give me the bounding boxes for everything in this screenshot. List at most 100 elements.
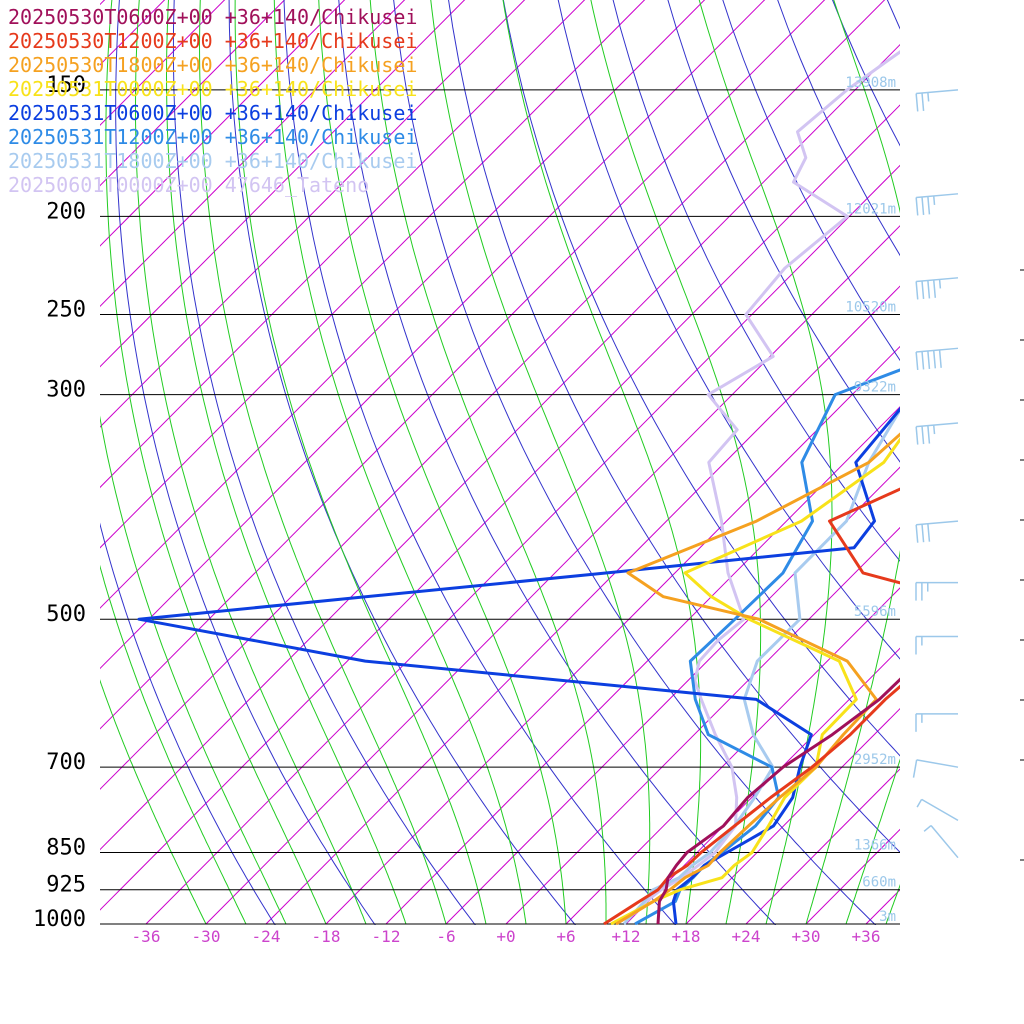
moist-adiabat-line: [698, 0, 833, 925]
wind-barb: [923, 824, 959, 859]
legend-entry: 20250531T0600Z+00 +36+140/Chikusei: [8, 101, 417, 125]
dry-adiabat-line: [100, 522, 276, 925]
wind-barb-flag: [915, 351, 919, 370]
series-line: [615, 50, 900, 925]
wind-barb-staff: [930, 825, 959, 859]
height-label: 3m: [879, 909, 896, 925]
sounding-profiles: [137, 50, 900, 925]
wind-barb: [915, 713, 958, 732]
pressure-labels: 1001502002503005007008509251000: [33, 73, 86, 932]
isotherm-line: [205, 225, 900, 925]
moist-adiabat-line: [885, 884, 900, 925]
isotherm-line: [986, 0, 1024, 924]
wind-barb-flag: [921, 92, 925, 112]
series-line: [622, 407, 900, 925]
height-labels: 16490m13908m12021m10520m9322m5596m2952m1…: [845, 75, 896, 925]
legend-entry: 20250601T0000Z+00 47646_Tateno: [8, 173, 369, 197]
wind-barb-flag: [938, 279, 942, 289]
legend-entry: 20250531T0000Z+00 +36+140/Chikusei: [8, 77, 417, 101]
series-line: [610, 437, 900, 925]
wind-barb-flag: [932, 425, 936, 435]
isotherm-line: [505, 526, 900, 925]
wind-barb-flag: [932, 279, 937, 298]
wind-barb-flag: [923, 824, 932, 832]
dry-adiabat-line: [896, 0, 1024, 946]
wind-barbs: [912, 89, 959, 859]
dry-adiabat-line: [935, 0, 1024, 946]
isotherm-line: [445, 466, 900, 925]
height-label: 9322m: [854, 380, 896, 396]
wind-barb: [915, 347, 959, 370]
height-label: 660m: [862, 875, 896, 891]
height-label: 10520m: [845, 299, 896, 315]
wind-barb-flag: [921, 280, 925, 299]
wind-barb-flag: [921, 524, 925, 543]
wind-barb-flag: [921, 196, 925, 215]
pressure-tick-label: 150: [46, 73, 86, 98]
isotherm-line: [625, 647, 900, 925]
wind-barb: [915, 635, 958, 655]
series-line: [615, 432, 900, 925]
wind-barb-flag: [912, 759, 918, 778]
wind-barb-flag: [932, 350, 937, 369]
wind-barb-staff: [916, 89, 959, 95]
pressure-tick-label: 850: [46, 836, 86, 861]
temperature-tick-label: -12: [372, 927, 401, 946]
pressure-tick-label: 300: [46, 378, 86, 403]
height-label: 1366m: [854, 838, 896, 854]
dry-adiabat-line: [886, 0, 900, 30]
wind-barb: [915, 422, 959, 445]
wind-barb-staff: [916, 422, 959, 428]
wind-barb-flag: [921, 426, 925, 445]
dry-adiabat-line: [975, 0, 1024, 946]
wind-barb: [912, 759, 959, 778]
wind-barb-flag: [921, 351, 925, 370]
series-line: [634, 368, 900, 925]
isotherm-line: [565, 587, 900, 925]
wind-barb-flag: [915, 93, 919, 112]
wind-barb-flag: [927, 350, 931, 369]
dry-adiabat-line: [667, 0, 900, 463]
dry-adiabat-line: [502, 0, 900, 757]
isotherm-line: [865, 889, 900, 925]
wind-barb-staff: [916, 520, 959, 526]
wind-barb-staff: [916, 193, 959, 199]
isotherm-line: [265, 285, 900, 925]
isotherm-line: [385, 406, 900, 925]
pressure-tick-label: 700: [46, 750, 86, 775]
wind-barb-flag: [927, 425, 931, 444]
series-line: [137, 406, 900, 925]
series-line: [603, 487, 900, 925]
dry-adiabat-line: [115, 0, 376, 925]
temperature-tick-label: +6: [556, 927, 575, 946]
dry-adiabat-line: [448, 0, 900, 853]
wind-barb-staff: [916, 759, 959, 768]
temperature-labels: -36 -30 -24 -18 -12 -6 +0 +6 +12 +18 +24 +30 +36: [132, 927, 881, 946]
wind-barb-flag: [932, 195, 936, 205]
temperature-tick-label: +0: [496, 927, 515, 946]
wind-barb-flag: [915, 281, 919, 300]
wind-barb-flag: [927, 92, 930, 102]
moist-adiabat-line: [805, 0, 900, 925]
temperature-tick-label: -30: [192, 927, 221, 946]
isobar-lines: [100, 89, 900, 925]
moist-adiabat-line: [590, 0, 762, 925]
wind-barb: [915, 581, 958, 601]
pressure-tick-label: 1000: [33, 907, 86, 932]
legend: 20250530T0600Z+00 +36+140/Chikusei202505…: [8, 5, 417, 197]
legend-entry: 20250531T1800Z+00 +36+140/Chikusei: [8, 149, 417, 173]
height-label: 13908m: [845, 75, 896, 91]
legend-entry: 20250530T1200Z+00 +36+140/Chikusei: [8, 29, 417, 53]
wind-barb: [916, 798, 959, 822]
temperature-tick-label: +30: [792, 927, 821, 946]
isotherm-line: [926, 0, 1024, 924]
moist-adiabat-line: [845, 758, 900, 925]
height-label: 12021m: [845, 201, 896, 217]
dry-adiabat-line: [612, 0, 900, 562]
wind-barb-flag: [915, 197, 919, 216]
isotherm-line: [325, 345, 900, 925]
height-label: 2952m: [854, 752, 896, 768]
temperature-tick-label: -36: [132, 927, 161, 946]
wind-barb-flag: [915, 524, 919, 543]
